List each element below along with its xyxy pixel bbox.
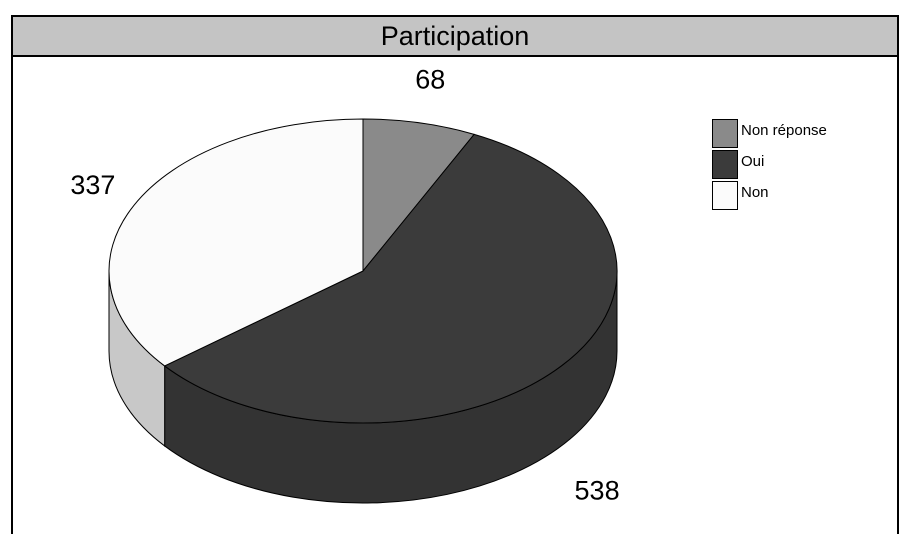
pie-slice-non-reponse: [362, 118, 476, 273]
pie-tops: [108, 118, 618, 424]
legend-label: Non: [741, 184, 769, 201]
legend: Non réponse Oui Non: [712, 119, 827, 212]
pie-slice-oui: [163, 133, 618, 424]
legend-swatch-oui: [712, 150, 738, 179]
data-label-non-reponse: 68: [415, 65, 445, 95]
data-label-oui: 538: [575, 476, 620, 506]
legend-item-non: Non: [712, 181, 827, 212]
legend-item-oui: Oui: [712, 150, 827, 181]
chart-frame: Participation 68 538 337 Non réponse Oui Non: [11, 15, 899, 534]
pie-labels: 68 538 337: [70, 65, 619, 506]
data-label-non: 337: [70, 170, 115, 200]
legend-label: Oui: [741, 153, 765, 170]
pie-slice-non: [108, 118, 364, 367]
legend-swatch-non-reponse: [712, 119, 738, 148]
pie-chart: 68 538 337: [70, 65, 619, 506]
chart-title: Participation: [13, 17, 897, 57]
legend-swatch-non: [712, 181, 738, 210]
legend-label: Non réponse: [741, 122, 827, 139]
legend-item-non-reponse: Non réponse: [712, 119, 827, 150]
